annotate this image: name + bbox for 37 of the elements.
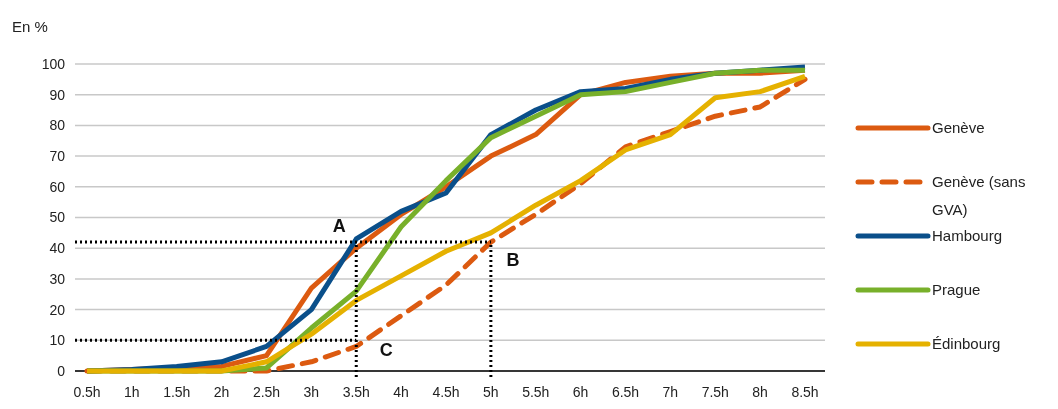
- annotation: C: [379, 340, 393, 361]
- x-tick-label: 5h: [483, 384, 499, 400]
- x-tick-label: 4.5h: [432, 384, 460, 400]
- legend-label: Hambourg: [932, 227, 1003, 244]
- legend-label: Prague: [932, 281, 981, 298]
- y-tick-label: 70: [49, 148, 66, 164]
- legend-label: Genève: [932, 119, 985, 136]
- y-tick-label: 10: [49, 332, 66, 349]
- x-tick-label: 2h: [213, 384, 230, 400]
- x-tick-label: 7h: [662, 384, 679, 400]
- legend-label: Édinbourg: [932, 335, 1001, 352]
- y-tick-label: 40: [49, 240, 66, 257]
- x-tick-label: 2.5h: [252, 384, 281, 400]
- x-tick-label: 8h: [752, 384, 768, 400]
- x-tick-label: 7.5h: [701, 384, 729, 400]
- annotation: A: [332, 216, 346, 237]
- y-axis-title: En %: [12, 18, 48, 35]
- y-tick-label: 60: [49, 178, 66, 195]
- x-tick-label: 5.5h: [522, 384, 550, 400]
- y-tick-label: 50: [49, 209, 66, 226]
- x-tick-label: 1.5h: [163, 384, 191, 400]
- legend-label: Genève (sans GVA): [932, 173, 1026, 218]
- x-tick-label: 8.5h: [791, 384, 819, 400]
- x-tick-label: 6.5h: [611, 384, 640, 400]
- y-tick-label: 90: [49, 86, 66, 103]
- y-tick-label: 20: [49, 301, 66, 318]
- x-tick-label: 3h: [303, 384, 320, 400]
- y-tick-label: 0: [57, 362, 66, 379]
- x-tick-label: 1h: [124, 384, 140, 400]
- x-tick-label: 6h: [572, 384, 589, 400]
- annotation: B: [506, 250, 520, 271]
- y-tick-label: 80: [49, 117, 66, 134]
- y-tick-label: 100: [41, 55, 66, 72]
- y-tick-label: 30: [49, 270, 66, 287]
- x-tick-label: 0.5h: [73, 384, 101, 400]
- x-tick-label: 4h: [393, 384, 409, 400]
- x-tick-label: 3.5h: [342, 384, 370, 400]
